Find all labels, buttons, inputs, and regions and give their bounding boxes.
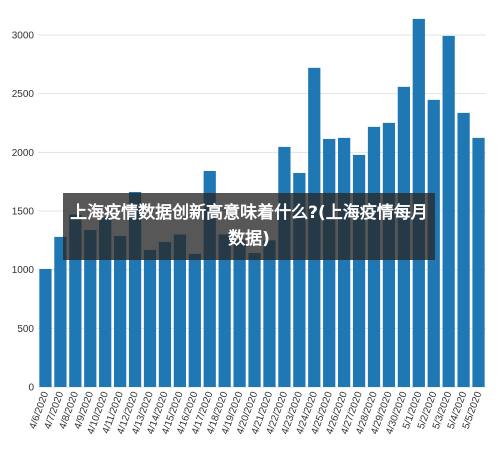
- bar: [39, 268, 52, 387]
- bar: [114, 235, 127, 387]
- y-tick-label: 0: [28, 383, 34, 394]
- bar: [278, 146, 291, 387]
- bar: [248, 252, 261, 387]
- y-tick-label: 500: [17, 324, 34, 335]
- bar: [338, 137, 351, 387]
- bar: [233, 240, 246, 387]
- bar: [442, 35, 455, 387]
- bar: [143, 249, 157, 387]
- bar: [457, 112, 470, 387]
- y-tick-label: 3000: [12, 30, 35, 41]
- bar: [472, 137, 485, 387]
- bar: [323, 138, 336, 387]
- y-tick-label: 1000: [12, 265, 35, 276]
- bar: [173, 234, 186, 387]
- chart-title: 上海疫情数据创新高意味着什么?(上海疫情每月数据): [63, 193, 435, 260]
- y-tick-label: 1500: [12, 206, 35, 217]
- bar: [84, 229, 97, 387]
- y-tick-label: 2000: [12, 148, 35, 159]
- y-tick-label: 2500: [12, 89, 35, 100]
- bar: [158, 241, 172, 387]
- bar: [352, 154, 366, 387]
- bar: [188, 253, 201, 387]
- bar: [263, 240, 276, 387]
- bar: [54, 236, 67, 387]
- bar: [218, 234, 231, 387]
